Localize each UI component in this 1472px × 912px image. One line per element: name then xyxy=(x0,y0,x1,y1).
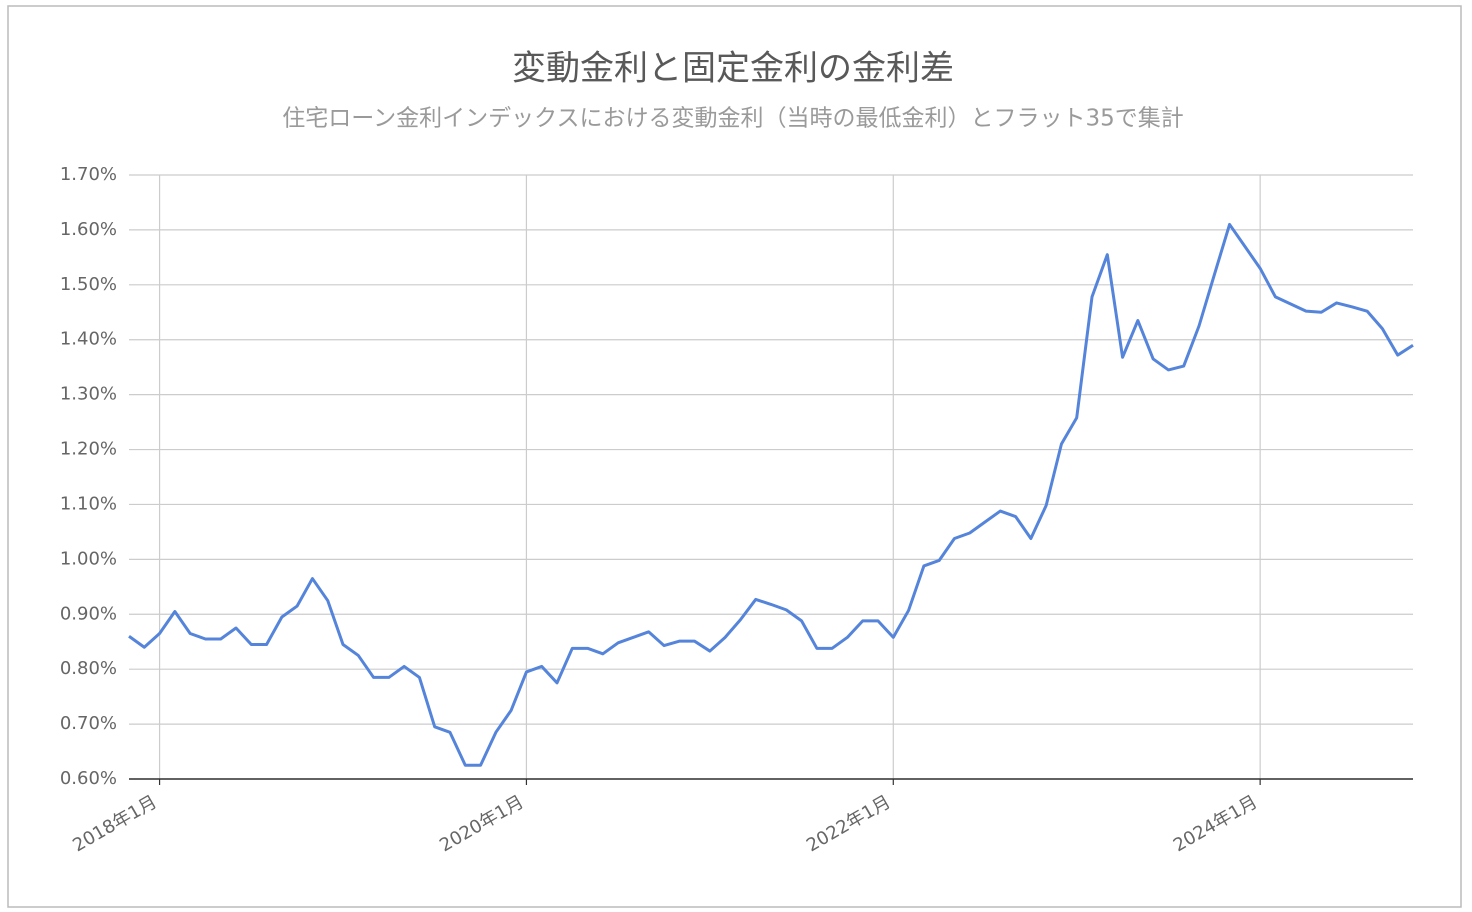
chart-title: 変動金利と固定金利の金利差 xyxy=(512,49,954,89)
chart-subtitle: 住宅ローン金利インデックスにおける変動金利（当時の最低金利）とフラット35で集計 xyxy=(282,106,1183,132)
y-tick-label: 1.40% xyxy=(60,329,117,350)
y-tick-label: 1.30% xyxy=(60,384,117,405)
y-tick-label: 0.80% xyxy=(60,658,117,679)
y-tick-label: 1.60% xyxy=(60,219,117,240)
y-tick-label: 0.90% xyxy=(60,603,117,624)
y-tick-label: 1.50% xyxy=(60,274,117,295)
y-tick-label: 1.20% xyxy=(60,439,117,460)
y-tick-label: 1.70% xyxy=(60,164,117,185)
y-tick-label: 1.00% xyxy=(60,548,117,569)
chart-frame xyxy=(7,5,1462,908)
y-tick-label: 1.10% xyxy=(60,493,117,514)
y-tick-label: 0.70% xyxy=(60,713,117,734)
y-tick-label: 0.60% xyxy=(60,768,117,789)
series-line xyxy=(128,222,1414,767)
